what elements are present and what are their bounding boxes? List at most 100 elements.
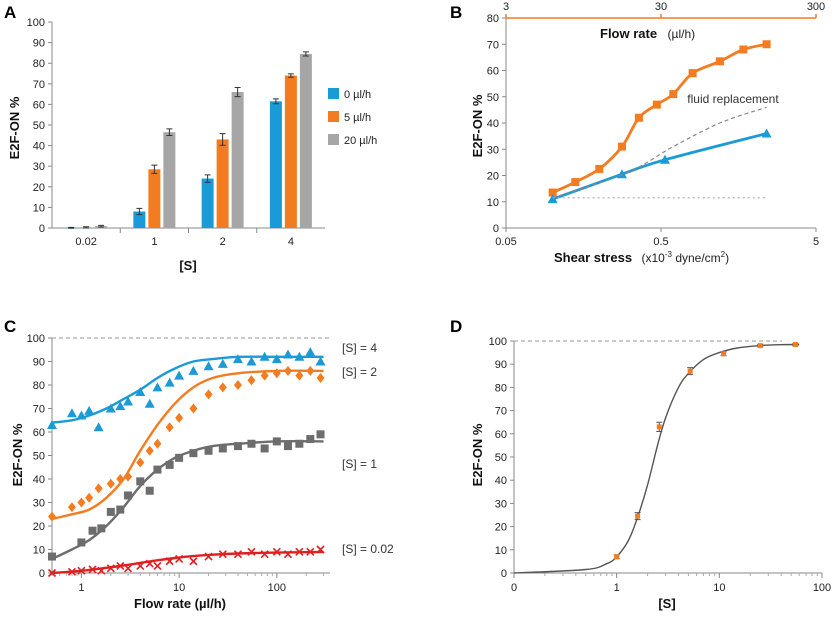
panel-d-ytick-5: 50 [495, 452, 507, 464]
panel-c-point-s1-0 [48, 511, 56, 522]
panel-d-ytick-4: 40 [495, 475, 507, 487]
panel-c-ytick-9: 90 [33, 357, 45, 369]
panel-a-xtick-1: 1 [151, 236, 157, 248]
panel-a-legend-label-1: 5 µl/h [344, 112, 371, 124]
panel-c-point-s3-15 [218, 550, 227, 559]
panel-c-point-s0-4 [93, 422, 104, 432]
panel-c-point-s0-2 [76, 410, 87, 420]
panel-c-point-s3-18 [260, 550, 269, 559]
panel-c-point-s0-18 [259, 351, 270, 361]
panel-c-point-s2-11 [175, 453, 184, 462]
panel-b-ytick-6: 60 [487, 66, 499, 78]
panel-c-point-s1-12 [175, 412, 184, 423]
panel-c-fit-2 [51, 440, 324, 560]
panel-c-point-s0-9 [144, 398, 155, 408]
panel-b-point-blue-0 [547, 194, 558, 204]
panel-c-point-s0-0 [47, 419, 57, 429]
panel-b-ytick-4: 40 [487, 118, 499, 130]
panel-c-point-s0-8 [135, 387, 146, 397]
panel-a-bar-s2-c2 [231, 92, 244, 228]
panel-c-point-s0-11 [164, 377, 175, 387]
panel-b-top-axis-label: Flow rate [600, 26, 657, 41]
panel-d-point-1 [635, 513, 641, 519]
panel-a-errbar-s0-c0 [68, 226, 75, 229]
panel-a-ytick-5: 50 [33, 120, 45, 132]
panel-c-point-s2-2 [88, 526, 97, 535]
panel-c-point-s0-12 [174, 370, 185, 380]
panel-c-ytick-8: 80 [33, 380, 45, 392]
panel-c-point-s1-23 [316, 372, 325, 383]
panel-c-point-s1-18 [260, 370, 269, 381]
panel-d-ytick-7: 70 [495, 406, 507, 418]
panel-c-point-s2-8 [145, 486, 154, 495]
svg-text:Flow rate (µl/h): Flow rate (µl/h) [600, 25, 695, 42]
panel-c-point-s3-9 [145, 559, 154, 568]
panel-d-point-5 [757, 343, 763, 349]
panel-c-point-s0-10 [152, 382, 163, 392]
panel-b-top-tick-2: 300 [807, 1, 825, 13]
panel-b-ylabel: E2F-ON % [470, 94, 485, 157]
panel-a-ylabel: E2F-ON % [7, 96, 22, 159]
panel-b-top-tick-1: 30 [655, 1, 667, 13]
panel-b-point-orange-8 [715, 57, 724, 66]
panel-a-errbar-s2-c3 [302, 51, 309, 57]
panel-a-bar-s0-c1 [133, 211, 146, 228]
panel-c-point-s2-12 [189, 449, 198, 458]
panel-c-point-s1-22 [306, 365, 315, 376]
panel-b-point-orange-7 [688, 69, 697, 78]
panel-c-point-s3-19 [272, 547, 281, 556]
panel-a-ytick-10: 100 [27, 17, 45, 29]
panel-b-point-orange-6 [669, 90, 678, 99]
panel-a-bar-chart: E2F-ON % [S] 0 10 20 30 40 50 60 70 80 90 100 0.02 1… [7, 17, 377, 273]
panel-b-line-fluid-replacement [552, 106, 767, 199]
panel-a-xlabel: [S] [179, 258, 196, 273]
panel-a-errbar-s2-c1 [166, 128, 173, 137]
panel-c-point-s1-2 [77, 497, 86, 508]
panel-c-point-s0-22 [305, 347, 316, 357]
panel-d-xtick-2: 10 [713, 582, 725, 594]
panel-c-point-s0-1 [66, 408, 77, 418]
panel-c-point-s2-7 [136, 477, 145, 486]
panel-c-point-s3-7 [123, 564, 133, 573]
panel-a-legend-swatch-0 [328, 88, 339, 99]
panel-c-point-s3-12 [175, 554, 184, 563]
panel-c-point-s2-13 [204, 446, 213, 455]
panel-c-ytick-7: 70 [33, 404, 45, 416]
panel-c-point-s3-8 [136, 561, 145, 571]
panel-b-xtick-1: 0.5 [653, 236, 668, 248]
panel-a-bar-s2-c3 [299, 53, 312, 229]
panel-d-xtick-0: 0 [511, 582, 517, 594]
panel-a-errbar-s1-c0 [83, 226, 90, 229]
panel-c-point-s0-14 [203, 361, 214, 371]
panel-d-ytick-10: 100 [489, 336, 507, 348]
panel-a-legend-label-0: 0 µl/h [344, 89, 371, 101]
panel-b-xtick-2: 5 [813, 236, 819, 248]
panel-c-point-s2-14 [218, 444, 227, 453]
panel-b-xlabel-units: (x10 [642, 251, 666, 265]
panel-c-point-s1-16 [233, 380, 242, 390]
panel-b-ytick-3: 30 [487, 144, 499, 156]
panel-c-point-s1-5 [106, 478, 115, 489]
panel-b-xlabel-exp: -3 [665, 250, 673, 259]
panel-c-ytick-0: 0 [39, 568, 45, 580]
panel-c-point-s1-13 [189, 403, 198, 414]
panel-b-ytick-0: 0 [493, 223, 499, 235]
panel-c-point-s0-20 [282, 349, 293, 359]
panel-a-errbar-s0-c1 [136, 207, 143, 216]
panel-c-point-s3-1 [67, 567, 77, 576]
panel-b-xlabel-sq: 2 [721, 250, 726, 259]
panel-a-errbar-s1-c2 [219, 133, 226, 146]
panel-b-ytick-2: 20 [487, 171, 499, 183]
panel-c-xtick-1: 10 [173, 582, 185, 594]
panel-c-point-s3-2 [77, 566, 86, 575]
panel-b-point-orange-10 [762, 40, 771, 49]
panel-c-xlabel: Flow rate (µl/h) [134, 596, 226, 611]
panel-d-fit-curve [513, 343, 800, 574]
panel-c-point-s1-9 [145, 445, 154, 456]
panel-a-errbar-s2-c0 [98, 224, 105, 228]
panel-c-ytick-4: 40 [33, 474, 45, 486]
panel-c-point-s3-10 [153, 561, 162, 571]
panel-b-top-tick-0: 3 [503, 1, 509, 13]
panel-c-point-s2-17 [260, 444, 269, 453]
